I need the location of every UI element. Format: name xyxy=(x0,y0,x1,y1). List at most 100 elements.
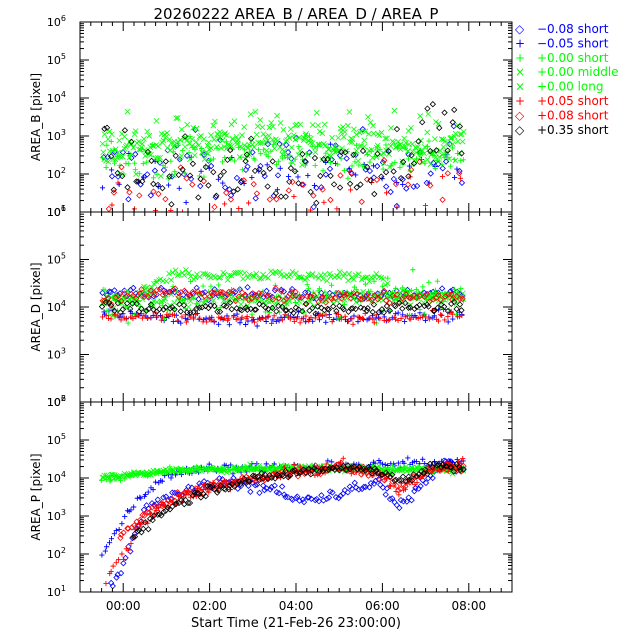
data-point xyxy=(164,130,170,136)
data-point xyxy=(150,306,157,313)
data-point xyxy=(383,142,389,148)
data-point xyxy=(114,299,122,307)
data-point xyxy=(103,124,111,131)
data-point xyxy=(132,167,138,173)
data-point xyxy=(230,287,237,295)
data-point xyxy=(442,317,448,323)
data-point xyxy=(390,175,397,183)
data-point xyxy=(456,314,463,320)
data-point xyxy=(387,473,394,480)
data-point xyxy=(280,126,287,133)
data-point xyxy=(340,133,347,140)
data-point xyxy=(412,466,419,473)
data-point xyxy=(425,303,432,310)
data-point xyxy=(279,303,286,310)
data-point xyxy=(145,489,151,495)
data-point xyxy=(108,139,114,145)
data-point xyxy=(99,314,106,320)
data-point xyxy=(373,271,380,277)
data-point xyxy=(182,170,188,176)
data-point xyxy=(335,494,342,502)
data-point xyxy=(256,300,263,308)
data-point xyxy=(287,272,294,278)
data-point xyxy=(312,310,319,317)
data-point xyxy=(320,168,326,174)
data-point xyxy=(132,160,138,166)
data-point xyxy=(162,304,169,311)
data-point xyxy=(260,147,267,153)
data-point xyxy=(393,311,399,317)
data-point xyxy=(186,292,193,300)
data-point xyxy=(329,134,336,141)
data-point xyxy=(196,480,203,487)
data-point xyxy=(171,489,178,497)
data-point xyxy=(304,494,311,501)
data-point xyxy=(120,560,127,567)
data-point xyxy=(273,196,280,203)
data-point xyxy=(427,170,434,177)
data-point xyxy=(256,463,263,469)
data-point xyxy=(300,137,307,144)
data-point xyxy=(328,282,335,288)
data-point xyxy=(291,193,297,200)
data-point xyxy=(272,136,279,143)
data-point xyxy=(271,475,279,482)
data-point xyxy=(309,122,316,128)
data-point xyxy=(335,315,341,321)
y-axis-label: AREA_P [pixel] xyxy=(29,453,43,540)
data-point xyxy=(414,144,421,150)
data-point xyxy=(456,167,463,175)
data-point xyxy=(342,313,348,319)
y-tick-exponent: 4 xyxy=(61,299,66,308)
data-point xyxy=(175,142,181,149)
data-point xyxy=(335,134,342,141)
data-point xyxy=(227,192,235,199)
data-point xyxy=(357,295,364,303)
data-point xyxy=(126,472,133,478)
y-tick-exponent: 5 xyxy=(61,252,66,261)
data-point xyxy=(333,307,340,315)
data-point xyxy=(174,115,181,121)
data-point xyxy=(363,292,370,299)
data-point xyxy=(433,147,440,154)
data-point xyxy=(124,288,131,295)
data-point xyxy=(102,548,108,554)
data-point xyxy=(398,315,404,322)
data-point xyxy=(128,507,134,513)
data-point xyxy=(106,299,113,307)
data-point xyxy=(113,527,119,534)
data-point xyxy=(366,167,374,175)
data-point xyxy=(439,461,446,469)
data-point xyxy=(252,306,260,313)
data-point xyxy=(264,140,272,148)
scatter-points xyxy=(99,101,467,212)
data-point xyxy=(349,163,355,169)
data-point xyxy=(205,182,212,189)
data-point xyxy=(186,499,194,507)
data-point xyxy=(115,292,122,300)
data-point xyxy=(101,472,108,479)
data-point xyxy=(334,206,340,212)
data-point xyxy=(454,138,461,145)
data-point xyxy=(247,111,254,118)
data-point xyxy=(355,319,361,325)
data-point xyxy=(144,171,151,178)
data-point xyxy=(187,309,194,316)
data-point xyxy=(241,464,248,471)
data-point xyxy=(374,470,382,477)
data-point xyxy=(416,158,423,165)
data-point xyxy=(269,296,277,303)
data-point xyxy=(202,271,209,277)
y-tick-label: 105 xyxy=(47,52,66,67)
data-point xyxy=(281,491,288,498)
data-point xyxy=(288,288,295,295)
data-point xyxy=(228,306,235,313)
data-point xyxy=(171,497,179,505)
data-point xyxy=(423,466,430,474)
data-point xyxy=(246,271,253,278)
data-point xyxy=(325,494,333,501)
data-point xyxy=(234,478,241,486)
data-point xyxy=(368,299,375,305)
data-point xyxy=(389,161,395,167)
data-point xyxy=(156,306,163,313)
